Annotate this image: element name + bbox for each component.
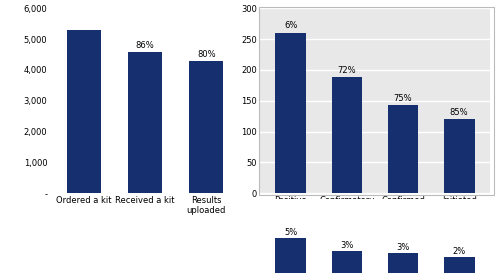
Text: 3%: 3% — [340, 241, 353, 250]
Text: 6%: 6% — [284, 22, 298, 30]
Bar — [444, 257, 474, 273]
Bar — [332, 251, 362, 273]
Bar — [388, 253, 418, 273]
Text: 75%: 75% — [394, 94, 412, 103]
Text: 85%: 85% — [450, 108, 468, 117]
Text: 72%: 72% — [338, 66, 356, 75]
Bar — [388, 105, 418, 193]
Text: 5%: 5% — [284, 228, 298, 237]
Bar — [128, 52, 162, 193]
Text: 3%: 3% — [396, 243, 409, 252]
Text: 80%: 80% — [197, 50, 216, 59]
Text: 2%: 2% — [452, 247, 466, 256]
Text: 86%: 86% — [136, 41, 154, 50]
Bar — [276, 33, 306, 193]
Bar — [444, 119, 474, 193]
Bar — [332, 77, 362, 193]
Bar — [276, 238, 306, 273]
Bar — [190, 61, 223, 193]
Bar — [67, 30, 100, 193]
